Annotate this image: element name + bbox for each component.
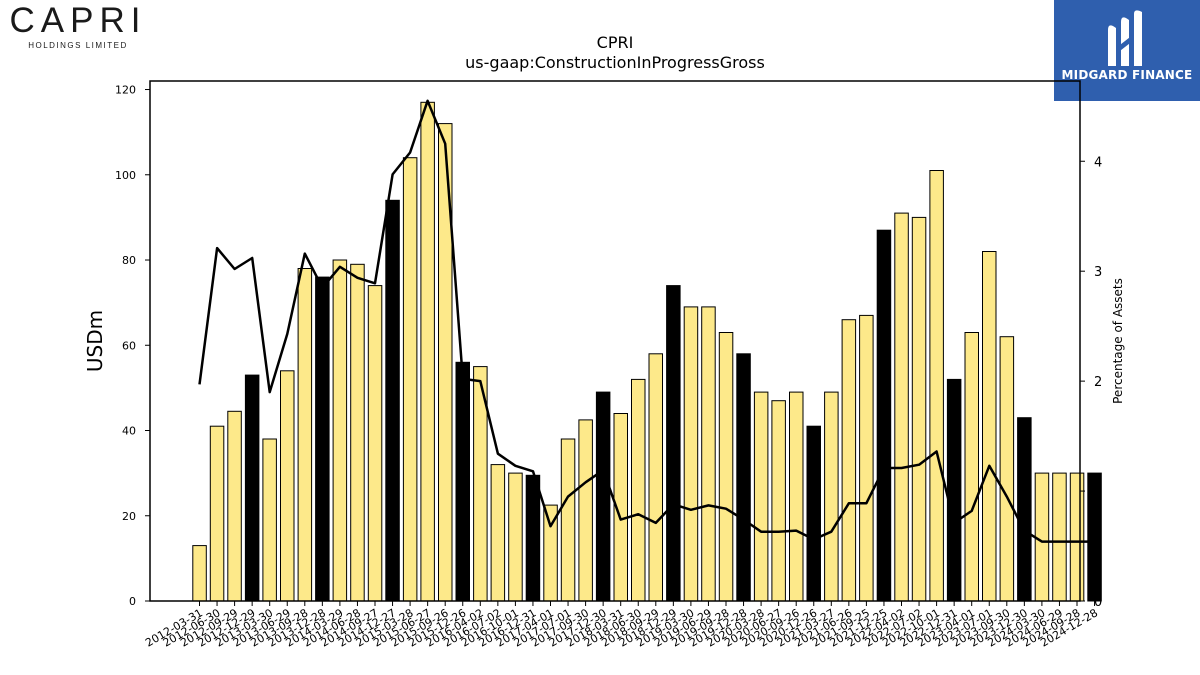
- y-axis-label: USDm: [83, 310, 107, 372]
- bar: [736, 353, 751, 602]
- bar: [244, 374, 260, 602]
- midgard-logo-name: MIDGARD FINANCE: [1061, 68, 1193, 82]
- percentage-line: [198, 99, 1095, 543]
- bar: [297, 268, 313, 602]
- bar: [1034, 472, 1050, 602]
- bar: [666, 285, 681, 602]
- bar: [964, 332, 979, 602]
- bar: [683, 306, 699, 602]
- y2-tick-label: 4: [1094, 155, 1102, 170]
- bar: [753, 391, 769, 602]
- chart-title: CPRI: [597, 33, 634, 52]
- bar: [227, 410, 242, 602]
- bar: [280, 370, 295, 602]
- bar: [982, 251, 997, 602]
- bar: [315, 276, 330, 602]
- bar: [946, 378, 962, 602]
- bar: [789, 391, 804, 602]
- y-axis-left: 0 20 40 60 80 100 120: [115, 84, 150, 608]
- bar: [824, 391, 839, 602]
- y2-tick-label: 2: [1094, 375, 1102, 390]
- bar: [455, 361, 470, 602]
- bar: [631, 378, 646, 602]
- midgard-finance-logo: MIDGARD FINANCE: [1054, 0, 1200, 101]
- bar: [525, 474, 541, 602]
- bar: [718, 332, 734, 602]
- capri-logo: CAPRI HOLDINGS LIMITED: [6, 1, 150, 51]
- bar: [192, 545, 207, 602]
- capri-logo-subtitle: HOLDINGS LIMITED: [28, 41, 128, 50]
- bar: [560, 438, 576, 602]
- bar: [595, 391, 611, 602]
- y2-tick-label: 0: [1094, 595, 1102, 610]
- y2-tick-label: 1: [1094, 485, 1102, 500]
- bar: [578, 419, 593, 602]
- bar: [999, 336, 1015, 602]
- bar: [894, 212, 909, 602]
- y-tick-label: 120: [115, 84, 136, 97]
- bar: [420, 101, 435, 602]
- bar: [209, 425, 225, 602]
- bar: [367, 285, 383, 602]
- y-tick-label: 20: [122, 510, 136, 523]
- line-series: [198, 99, 1095, 543]
- y-tick-label: 40: [122, 425, 136, 438]
- bar: [262, 438, 277, 602]
- bar: [1069, 472, 1085, 602]
- capri-logo-name: CAPRI: [9, 1, 147, 40]
- bar: [1052, 472, 1067, 602]
- x-axis: 2012-03-312012-06-302012-09-292012-12-29…: [143, 601, 1100, 650]
- y-tick-label: 80: [122, 254, 136, 267]
- bar: [841, 319, 857, 602]
- bar: [402, 157, 418, 602]
- midgard-mark-icon: [1108, 10, 1142, 66]
- y2-tick-label: 3: [1094, 265, 1102, 280]
- bar: [859, 314, 874, 602]
- plot-frame: [149, 80, 1081, 602]
- bar: [701, 306, 716, 602]
- bar: [332, 259, 348, 602]
- y-axis-right: 0 1 2 3 4: [1080, 155, 1102, 610]
- y-tick-label: 0: [129, 595, 136, 608]
- bar: [911, 216, 927, 602]
- bar-series: [192, 101, 1102, 602]
- bar: [929, 170, 944, 602]
- bar: [385, 199, 400, 602]
- bar: [806, 425, 821, 602]
- bar: [508, 472, 523, 602]
- y-tick-label: 60: [122, 339, 136, 352]
- bar: [1017, 417, 1032, 602]
- bar: [350, 263, 365, 602]
- bar: [490, 464, 506, 602]
- bar: [648, 353, 663, 602]
- y2-axis-label: Percentage of Assets: [1111, 278, 1125, 404]
- bar: [876, 229, 892, 602]
- chart-subtitle: us-gaap:ConstructionInProgressGross: [465, 53, 765, 72]
- y-tick-label: 100: [115, 169, 136, 182]
- bar: [771, 400, 786, 602]
